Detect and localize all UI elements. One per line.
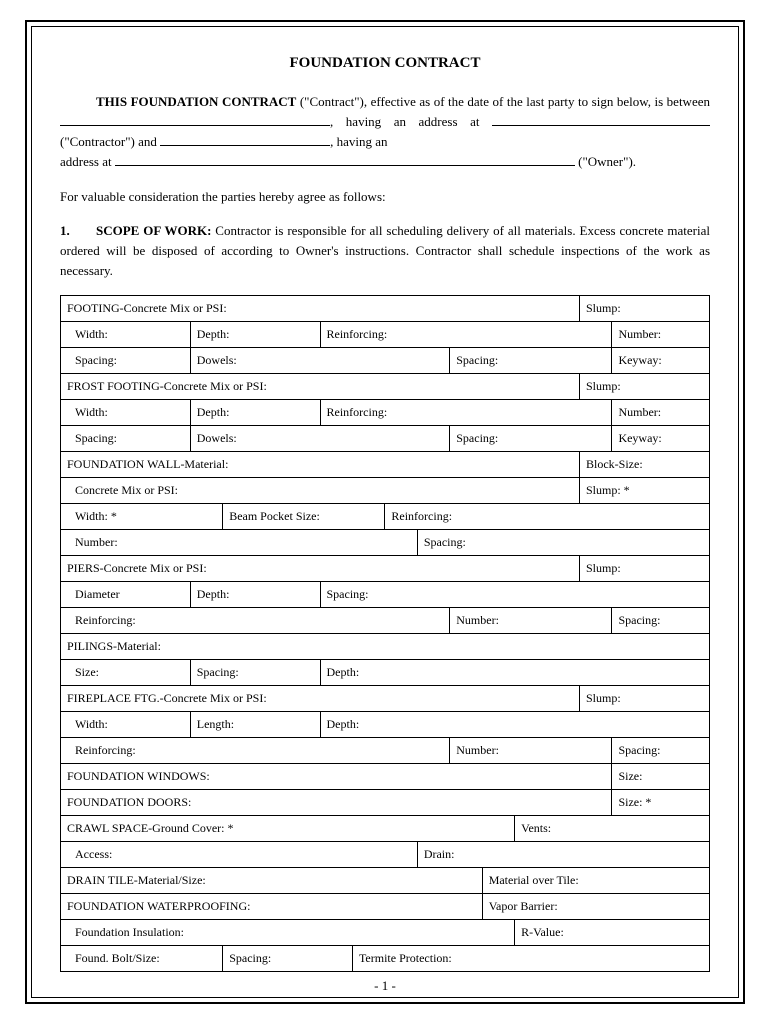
cell-fireplace-length[interactable]: Length: [190,712,320,738]
scope-paragraph: 1.SCOPE OF WORK: Contractor is responsib… [60,221,710,281]
cell-frost-dowels[interactable]: Dowels: [190,426,450,452]
blank-owner-name[interactable] [160,134,330,146]
cell-fireplace-width[interactable]: Width: [61,712,191,738]
cell-beam-pocket[interactable]: Beam Pocket Size: [223,504,385,530]
scope-heading: SCOPE OF WORK: [96,223,211,238]
cell-r-value[interactable]: R-Value: [515,920,710,946]
cell-vents[interactable]: Vents: [515,816,710,842]
cell-footing[interactable]: FOOTING-Concrete Mix or PSI: [61,296,580,322]
cell-wall-spacing[interactable]: Spacing: [417,530,709,556]
cell-wall-reinforcing[interactable]: Reinforcing: [385,504,710,530]
cell-piers-depth[interactable]: Depth: [190,582,320,608]
cell-termite[interactable]: Termite Protection: [352,946,709,972]
cell-foundation-windows[interactable]: FOUNDATION WINDOWS: [61,764,612,790]
cell-frost-footing[interactable]: FROST FOOTING-Concrete Mix or PSI: [61,374,580,400]
cell-vapor-barrier[interactable]: Vapor Barrier: [482,894,709,920]
cell-width[interactable]: Width: [61,322,191,348]
intro-lead: THIS FOUNDATION CONTRACT [96,94,296,109]
cell-piers-number[interactable]: Number: [450,608,612,634]
cell-piers[interactable]: PIERS-Concrete Mix or PSI: [61,556,580,582]
cell-frost-spacing[interactable]: Spacing: [61,426,191,452]
cell-spacing[interactable]: Spacing: [61,348,191,374]
cell-reinforcing[interactable]: Reinforcing: [320,322,612,348]
cell-drain[interactable]: Drain: [417,842,709,868]
cell-diameter[interactable]: Diameter [61,582,191,608]
cell-piers-slump[interactable]: Slump: [580,556,710,582]
cell-pilings-spacing[interactable]: Spacing: [190,660,320,686]
cell-windows-size[interactable]: Size: [612,764,710,790]
blank-owner-address[interactable] [115,154,575,166]
cell-spacing2[interactable]: Spacing: [450,348,612,374]
cell-insulation[interactable]: Foundation Insulation: [61,920,515,946]
cell-doors-size[interactable]: Size: * [612,790,710,816]
cell-block-size[interactable]: Block-Size: [580,452,710,478]
cell-fireplace-reinforcing[interactable]: Reinforcing: [61,738,450,764]
cell-frost-number[interactable]: Number: [612,400,710,426]
document-title: FOUNDATION CONTRACT [60,55,710,72]
cell-fireplace[interactable]: FIREPLACE FTG.-Concrete Mix or PSI: [61,686,580,712]
cell-piers-spacing[interactable]: Spacing: [320,582,710,608]
intro-t1: ("Contract"), effective as of the date o… [296,94,710,109]
section-number: 1. [60,221,96,241]
cell-waterproofing[interactable]: FOUNDATION WATERPROOFING: [61,894,483,920]
cell-foundation-doors[interactable]: FOUNDATION DOORS: [61,790,612,816]
cell-bolt-size[interactable]: Found. Bolt/Size: [61,946,223,972]
specs-table: FOOTING-Concrete Mix or PSI: Slump: Widt… [60,295,710,972]
page-inner-border: FOUNDATION CONTRACT THIS FOUNDATION CONT… [31,26,739,998]
cell-frost-width[interactable]: Width: [61,400,191,426]
blank-contractor-address[interactable] [492,114,710,126]
cell-drain-tile[interactable]: DRAIN TILE-Material/Size: [61,868,483,894]
cell-bolt-spacing[interactable]: Spacing: [223,946,353,972]
cell-fireplace-slump[interactable]: Slump: [580,686,710,712]
cell-frost-reinforcing[interactable]: Reinforcing: [320,400,612,426]
cell-frost-depth[interactable]: Depth: [190,400,320,426]
cell-concrete-mix[interactable]: Concrete Mix or PSI: [61,478,580,504]
cell-piers-reinforcing[interactable]: Reinforcing: [61,608,450,634]
page-outer-border: FOUNDATION CONTRACT THIS FOUNDATION CONT… [25,20,745,1004]
cell-access[interactable]: Access: [61,842,418,868]
agreement-line: For valuable consideration the parties h… [60,187,710,207]
cell-dowels[interactable]: Dowels: [190,348,450,374]
cell-slump[interactable]: Slump: [580,296,710,322]
intro-t5: address at [60,154,115,169]
page-number: - 1 - [60,972,710,1000]
cell-frost-spacing2[interactable]: Spacing: [450,426,612,452]
blank-contractor-name[interactable] [60,114,330,126]
cell-pilings[interactable]: PILINGS-Material: [61,634,710,660]
intro-t4: , having an [330,134,387,149]
cell-frost-keyway[interactable]: Keyway: [612,426,710,452]
cell-crawl-space[interactable]: CRAWL SPACE-Ground Cover: * [61,816,515,842]
cell-pilings-size[interactable]: Size: [61,660,191,686]
cell-pilings-depth[interactable]: Depth: [320,660,710,686]
cell-material-over-tile[interactable]: Material over Tile: [482,868,709,894]
cell-fireplace-spacing[interactable]: Spacing: [612,738,710,764]
intro-t3: ("Contractor") and [60,134,160,149]
cell-keyway[interactable]: Keyway: [612,348,710,374]
cell-frost-slump[interactable]: Slump: [580,374,710,400]
cell-wall-slump[interactable]: Slump: * [580,478,710,504]
cell-piers-spacing2[interactable]: Spacing: [612,608,710,634]
cell-fireplace-number[interactable]: Number: [450,738,612,764]
cell-wall-width[interactable]: Width: * [61,504,223,530]
cell-fireplace-depth[interactable]: Depth: [320,712,710,738]
cell-wall-number[interactable]: Number: [61,530,418,556]
intro-t6: ("Owner"). [575,154,636,169]
intro-t2: , having an address at [330,114,492,129]
cell-depth[interactable]: Depth: [190,322,320,348]
intro-paragraph: THIS FOUNDATION CONTRACT ("Contract"), e… [60,92,710,173]
cell-foundation-wall[interactable]: FOUNDATION WALL-Material: [61,452,580,478]
cell-number[interactable]: Number: [612,322,710,348]
